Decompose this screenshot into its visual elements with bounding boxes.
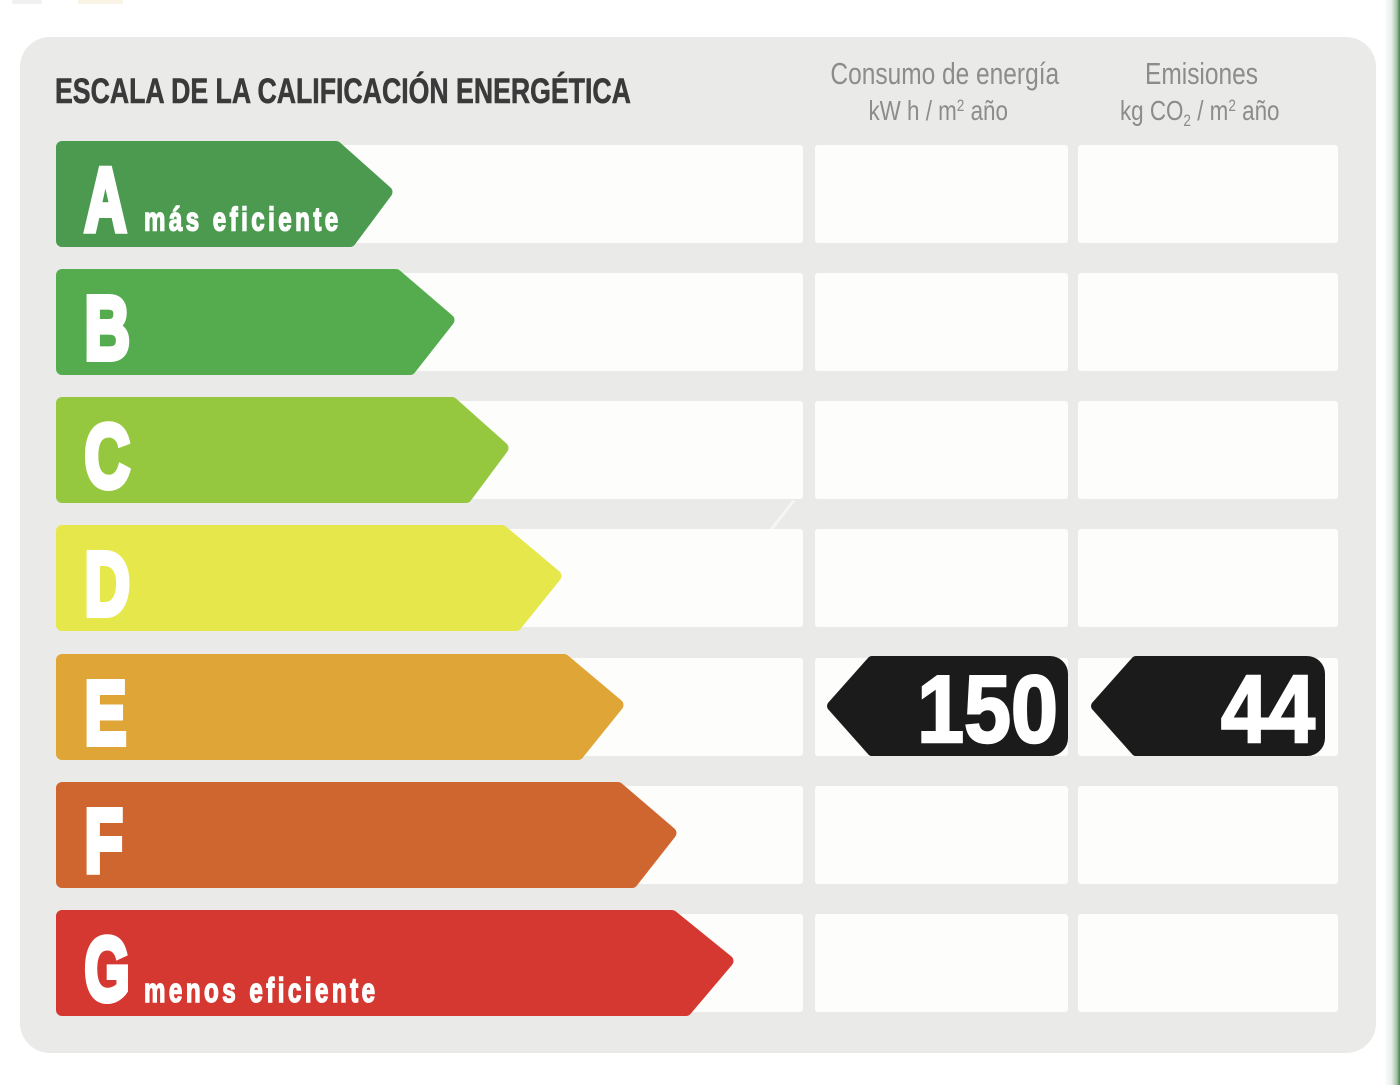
svg-text:G: G (85, 919, 130, 1016)
svg-text:C: C (85, 407, 130, 503)
svg-text:F: F (85, 792, 123, 888)
svg-text:más eficiente: más eficiente (144, 202, 342, 239)
svg-text:B: B (85, 279, 130, 375)
svg-text:A: A (85, 150, 127, 247)
svg-text:44: 44 (1221, 656, 1315, 756)
svg-text:150: 150 (917, 656, 1058, 756)
svg-text:E: E (85, 664, 127, 760)
svg-text:menos eficiente: menos eficiente (144, 972, 379, 1010)
svg-text:D: D (85, 535, 130, 631)
